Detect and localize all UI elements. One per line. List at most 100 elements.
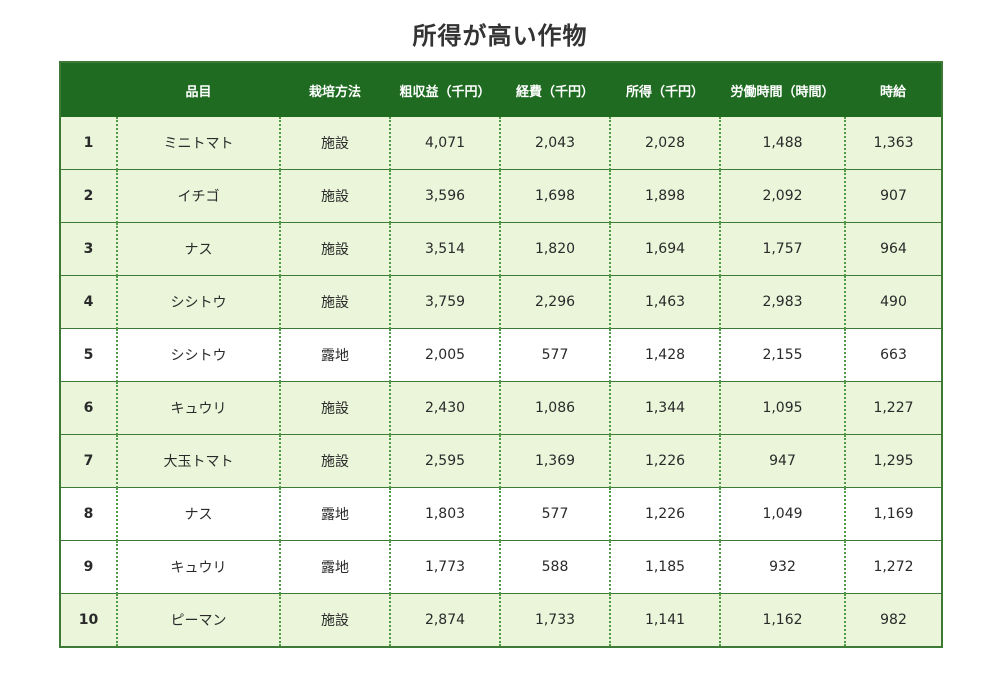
rank-cell: 3 [60,222,117,276]
table-row: 5 シシトウ 露地 2,005 577 1,428 2,155 663 [60,328,942,382]
item-cell: シシトウ [116,275,280,329]
header-revenue: 粗収益（千円） [390,62,500,117]
method-cell: 施設 [279,169,390,223]
expense-cell: 577 [499,487,610,541]
item-cell: ナス [116,487,280,541]
table-row: 10 ピーマン 施設 2,874 1,733 1,141 1,162 982 [60,593,942,647]
method-cell: 施設 [279,117,390,170]
expense-cell: 1,820 [499,222,610,276]
table-header-row: 品目 栽培方法 粗収益（千円） 経費（千円） 所得（千円） 労働時間（時間） 時… [60,62,942,117]
table-row: 9 キュウリ 露地 1,773 588 1,185 932 1,272 [60,540,942,594]
expense-cell: 1,698 [499,169,610,223]
income-cell: 1,428 [609,328,720,382]
expense-cell: 1,733 [499,593,610,647]
wage-cell: 907 [844,169,942,223]
expense-cell: 2,043 [499,117,610,170]
revenue-cell: 2,595 [389,434,500,488]
method-cell: 施設 [279,381,390,435]
table-row: 1 ミニトマト 施設 4,071 2,043 2,028 1,488 1,363 [60,117,942,170]
item-cell: イチゴ [116,169,280,223]
expense-cell: 1,086 [499,381,610,435]
header-expense: 経費（千円） [500,62,610,117]
expense-cell: 2,296 [499,275,610,329]
rank-cell: 10 [60,593,117,647]
hours-cell: 932 [719,540,845,594]
revenue-cell: 1,773 [389,540,500,594]
rank-cell: 6 [60,381,117,435]
wage-cell: 1,169 [844,487,942,541]
rank-cell: 5 [60,328,117,382]
method-cell: 露地 [279,328,390,382]
revenue-cell: 3,759 [389,275,500,329]
wage-cell: 663 [844,328,942,382]
expense-cell: 1,369 [499,434,610,488]
header-wage: 時給 [845,62,942,117]
table-row: 7 大玉トマト 施設 2,595 1,369 1,226 947 1,295 [60,434,942,488]
header-item: 品目 [117,62,280,117]
income-cell: 1,694 [609,222,720,276]
revenue-cell: 4,071 [389,117,500,170]
header-method: 栽培方法 [280,62,390,117]
income-cell: 1,226 [609,434,720,488]
revenue-cell: 1,803 [389,487,500,541]
wage-cell: 1,295 [844,434,942,488]
income-cell: 1,898 [609,169,720,223]
income-cell: 1,226 [609,487,720,541]
income-cell: 1,185 [609,540,720,594]
rank-cell: 4 [60,275,117,329]
hours-cell: 1,049 [719,487,845,541]
method-cell: 施設 [279,275,390,329]
revenue-cell: 3,596 [389,169,500,223]
method-cell: 露地 [279,540,390,594]
wage-cell: 1,272 [844,540,942,594]
item-cell: ピーマン [116,593,280,647]
item-cell: ナス [116,222,280,276]
header-rank [60,62,117,117]
rank-cell: 9 [60,540,117,594]
hours-cell: 1,488 [719,117,845,170]
item-cell: シシトウ [116,328,280,382]
hours-cell: 2,155 [719,328,845,382]
hours-cell: 947 [719,434,845,488]
revenue-cell: 2,430 [389,381,500,435]
wage-cell: 1,227 [844,381,942,435]
method-cell: 施設 [279,434,390,488]
income-cell: 1,344 [609,381,720,435]
rank-cell: 2 [60,169,117,223]
method-cell: 施設 [279,222,390,276]
revenue-cell: 3,514 [389,222,500,276]
hours-cell: 2,092 [719,169,845,223]
wage-cell: 1,363 [844,117,942,170]
header-hours: 労働時間（時間） [720,62,845,117]
rank-cell: 8 [60,487,117,541]
hours-cell: 1,162 [719,593,845,647]
item-cell: キュウリ [116,540,280,594]
revenue-cell: 2,005 [389,328,500,382]
income-cell: 1,463 [609,275,720,329]
hours-cell: 1,095 [719,381,845,435]
expense-cell: 577 [499,328,610,382]
expense-cell: 588 [499,540,610,594]
item-cell: 大玉トマト [116,434,280,488]
table-row: 3 ナス 施設 3,514 1,820 1,694 1,757 964 [60,222,942,276]
table-body: 1 ミニトマト 施設 4,071 2,043 2,028 1,488 1,363 2 イチゴ 施設 3… [60,117,942,647]
wage-cell: 964 [844,222,942,276]
wage-cell: 982 [844,593,942,647]
table-row: 2 イチゴ 施設 3,596 1,698 1,898 2,092 907 [60,169,942,223]
hours-cell: 1,757 [719,222,845,276]
income-cell: 2,028 [609,117,720,170]
wage-cell: 490 [844,275,942,329]
table-row: 6 キュウリ 施設 2,430 1,086 1,344 1,095 1,227 [60,381,942,435]
rank-cell: 1 [60,117,117,170]
header-income: 所得（千円） [610,62,720,117]
method-cell: 露地 [279,487,390,541]
table-row: 4 シシトウ 施設 3,759 2,296 1,463 2,983 490 [60,275,942,329]
income-cell: 1,141 [609,593,720,647]
table-row: 8 ナス 露地 1,803 577 1,226 1,049 1,169 [60,487,942,541]
method-cell: 施設 [279,593,390,647]
hours-cell: 2,983 [719,275,845,329]
item-cell: キュウリ [116,381,280,435]
revenue-cell: 2,874 [389,593,500,647]
crop-income-table: 品目 栽培方法 粗収益（千円） 経費（千円） 所得（千円） 労働時間（時間） 時… [59,61,943,648]
item-cell: ミニトマト [116,117,280,170]
